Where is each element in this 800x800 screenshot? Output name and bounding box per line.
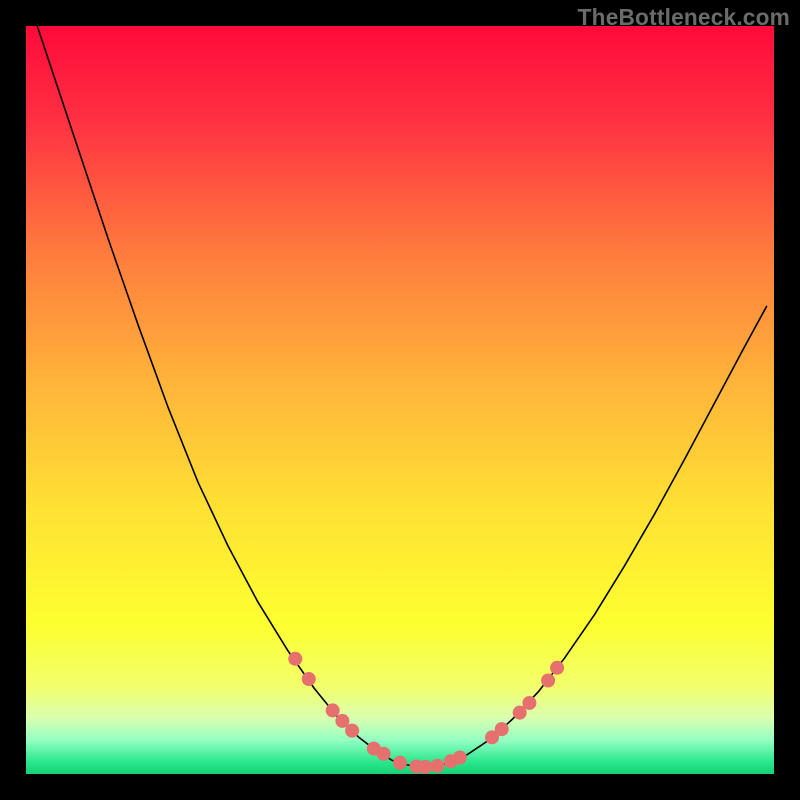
watermark-text: TheBottleneck.com [578,4,790,31]
curve-marker [550,661,564,675]
plot-area [26,26,774,774]
curve-marker [326,703,340,717]
curve-marker [495,722,509,736]
curve-marker [541,674,555,688]
curve-marker [418,760,432,774]
curve-marker [522,696,536,710]
curve-marker [377,747,391,761]
curve-path [37,26,766,767]
curve-marker [430,759,444,773]
curve-marker [302,672,316,686]
curve-marker [453,751,467,765]
curve-marker [345,724,359,738]
curve-marker [288,652,302,666]
curve-marker [393,756,407,770]
bottleneck-curve [26,26,774,774]
